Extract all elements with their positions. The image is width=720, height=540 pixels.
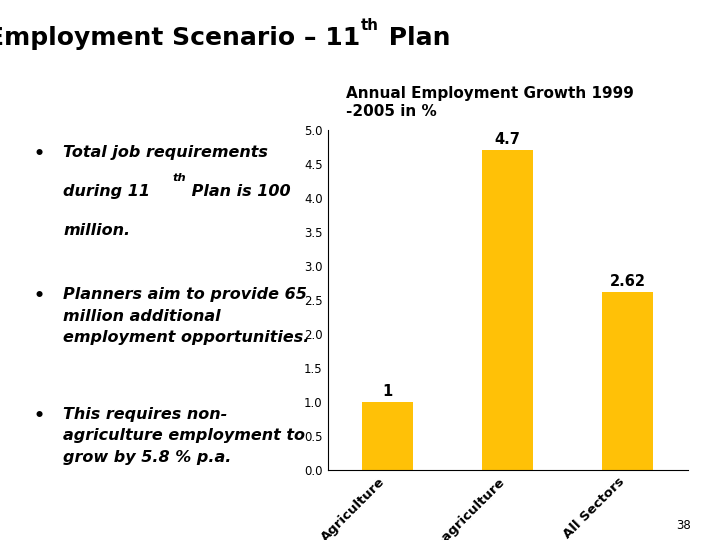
Text: th: th xyxy=(360,18,378,33)
Text: Annual Employment Growth 1999
-2005 in %: Annual Employment Growth 1999 -2005 in % xyxy=(346,86,634,119)
Text: This requires non-
agriculture employment to
grow by 5.8 % p.a.: This requires non- agriculture employmen… xyxy=(63,407,305,465)
Text: 4.7: 4.7 xyxy=(495,132,521,147)
Text: •: • xyxy=(34,407,45,425)
Bar xyxy=(482,150,533,470)
Text: 38: 38 xyxy=(677,519,691,532)
Bar xyxy=(362,402,413,470)
Text: th: th xyxy=(173,173,186,183)
Text: 2.62: 2.62 xyxy=(610,274,646,289)
Text: during 11: during 11 xyxy=(63,184,150,199)
Text: million.: million. xyxy=(63,222,130,238)
Text: Total job requirements: Total job requirements xyxy=(63,145,269,160)
Text: Employment Scenario – 11: Employment Scenario – 11 xyxy=(0,26,360,50)
Text: Plan: Plan xyxy=(380,26,451,50)
Text: 1: 1 xyxy=(382,384,392,399)
Bar xyxy=(603,292,653,470)
Text: •: • xyxy=(34,145,45,164)
Text: •: • xyxy=(34,287,45,305)
Text: Plan is 100: Plan is 100 xyxy=(186,184,291,199)
Text: Planners aim to provide 65
million additional
employment opportunities.: Planners aim to provide 65 million addit… xyxy=(63,287,310,346)
